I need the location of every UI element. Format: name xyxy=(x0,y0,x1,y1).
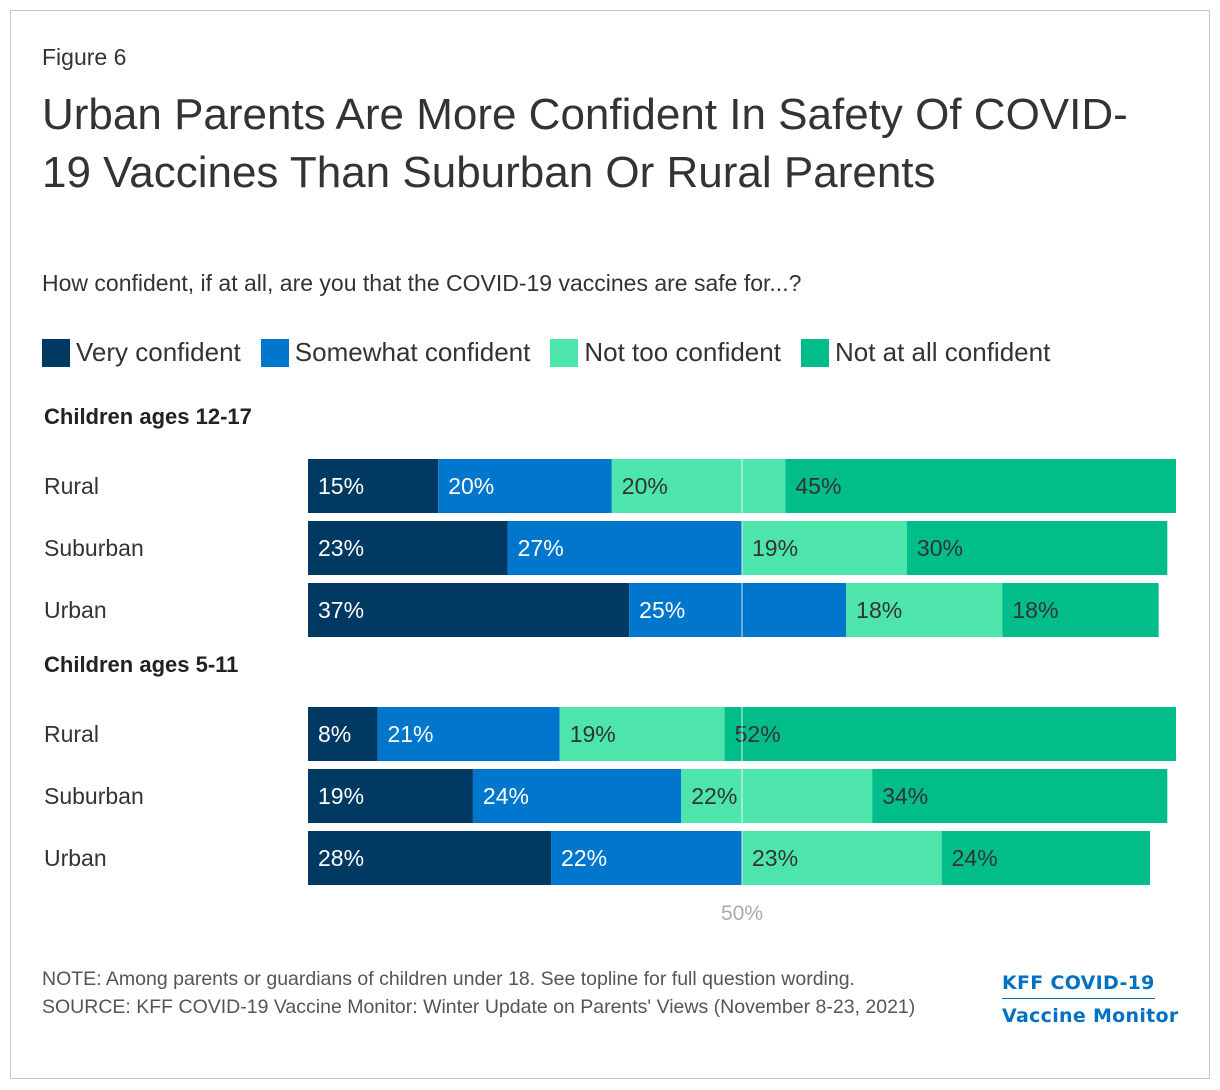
data-label: 20% xyxy=(448,473,494,499)
row-label-suburban: Suburban xyxy=(44,535,144,561)
chart-subtitle: How confident, if at all, are you that t… xyxy=(42,270,802,296)
data-label: 21% xyxy=(387,721,433,747)
legend: Very confident Somewhat confident Not to… xyxy=(42,337,1070,368)
legend-label: Somewhat confident xyxy=(294,337,531,367)
data-label: 18% xyxy=(1012,597,1058,623)
row-label-rural: Rural xyxy=(44,721,99,747)
data-label: 28% xyxy=(318,845,364,871)
data-label: 23% xyxy=(318,535,364,561)
legend-item-not-too-confident: Not too confident xyxy=(550,337,781,368)
row-label-urban: Urban xyxy=(44,845,107,871)
data-label: 22% xyxy=(561,845,607,871)
bar-segment-somewhat-confident xyxy=(438,459,612,513)
legend-item-somewhat-confident: Somewhat confident xyxy=(260,337,531,368)
data-label: 19% xyxy=(318,783,364,809)
group-heading: Children ages 5-11 xyxy=(44,652,238,677)
legend-swatch xyxy=(800,338,829,367)
source-text: SOURCE: KFF COVID-19 Vaccine Monitor: Wi… xyxy=(42,996,916,1018)
bar-segment-not-at-all-confident xyxy=(1002,583,1159,637)
data-label: 19% xyxy=(752,535,798,561)
legend-label: Not at all confident xyxy=(834,337,1051,367)
kff-logo[interactable]: KFF COVID-19 Vaccine Monitor xyxy=(1002,972,1182,1027)
bar-segment-very-confident xyxy=(308,583,630,637)
bar-segment-not-too-confident xyxy=(846,583,1003,637)
bar-segment-not-at-all-confident xyxy=(785,459,1176,513)
bar-segment-somewhat-confident xyxy=(551,831,742,885)
bar-segment-not-at-all-confident xyxy=(724,707,1176,761)
data-label: 8% xyxy=(318,721,351,747)
group-heading: Children ages 12-17 xyxy=(44,404,252,429)
bar-segment-not-at-all-confident xyxy=(872,769,1168,823)
data-label: 15% xyxy=(318,473,364,499)
bar-segment-very-confident xyxy=(308,521,508,575)
data-label: 24% xyxy=(483,783,529,809)
legend-swatch xyxy=(42,338,70,367)
legend-label: Very confident xyxy=(76,337,241,367)
bar-segment-not-too-confident xyxy=(559,707,725,761)
data-label: 20% xyxy=(622,473,668,499)
data-label: 18% xyxy=(856,597,902,623)
data-label: 34% xyxy=(882,783,928,809)
data-label: 24% xyxy=(952,845,998,871)
bar-segment-somewhat-confident xyxy=(472,769,682,823)
data-label: 37% xyxy=(318,597,364,623)
legend-swatch xyxy=(260,338,289,367)
reference-label: 50% xyxy=(721,902,763,925)
bar-segment-very-confident xyxy=(308,707,378,761)
bar-segment-somewhat-confident xyxy=(629,583,847,637)
data-label: 25% xyxy=(639,597,685,623)
data-label: 45% xyxy=(795,473,841,499)
legend-item-very-confident: Very confident xyxy=(42,337,241,368)
data-label: 23% xyxy=(752,845,798,871)
bar-segment-not-too-confident xyxy=(742,521,907,575)
data-label: 30% xyxy=(917,535,963,561)
data-label: 27% xyxy=(518,535,564,561)
data-label: 19% xyxy=(570,721,616,747)
legend-swatch xyxy=(550,338,579,367)
bar-segment-somewhat-confident xyxy=(507,521,742,575)
bar-segment-not-at-all-confident xyxy=(906,521,1168,575)
data-label: 22% xyxy=(691,783,737,809)
bar-segment-very-confident xyxy=(308,831,552,885)
footnote: NOTE: Among parents or guardians of chil… xyxy=(42,965,982,1021)
brand-line-1: KFF COVID-19 xyxy=(1002,972,1155,999)
row-label-urban: Urban xyxy=(44,597,107,623)
note-text: NOTE: Among parents or guardians of chil… xyxy=(42,968,855,990)
row-label-rural: Rural xyxy=(44,473,99,499)
legend-label: Not too confident xyxy=(584,337,781,367)
bar-segment-somewhat-confident xyxy=(377,707,560,761)
bar-segment-very-confident xyxy=(308,459,439,513)
legend-item-not-at-all-confident: Not at all confident xyxy=(800,337,1051,368)
bar-segment-not-too-confident xyxy=(681,769,873,823)
bar-segment-not-too-confident xyxy=(742,831,942,885)
row-label-suburban: Suburban xyxy=(44,783,144,809)
bar-segment-very-confident xyxy=(308,769,473,823)
brand-line-2: Vaccine Monitor xyxy=(1002,1005,1179,1027)
chart-title: Urban Parents Are More Confident In Safe… xyxy=(42,90,1128,197)
bar-segment-not-at-all-confident xyxy=(941,831,1150,885)
stacked-bar-chart: Children ages 12-17 Rural 15% 20% 20% 45% Subu… xyxy=(44,404,1176,925)
figure-label: Figure 6 xyxy=(42,44,127,70)
bar-segment-not-too-confident xyxy=(611,459,786,513)
